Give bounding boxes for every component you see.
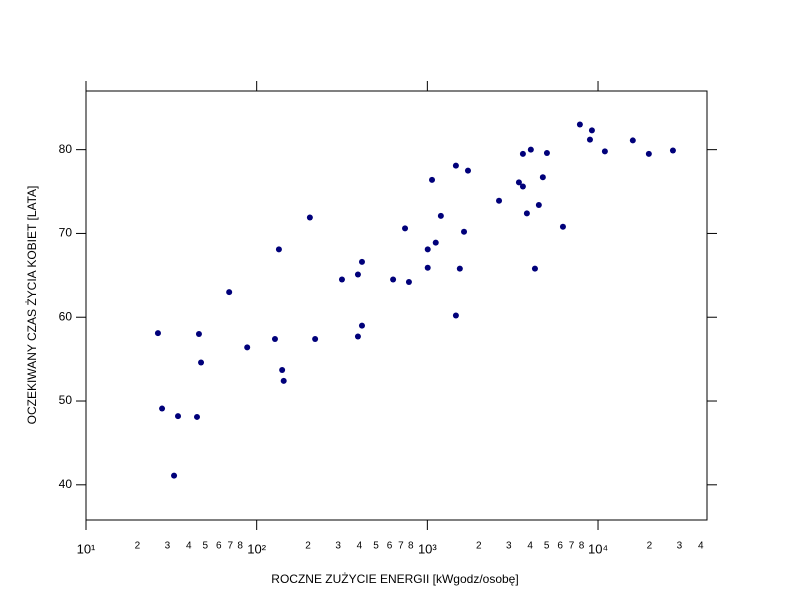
x-tick-label: 10¹ [77, 541, 96, 556]
point [456, 265, 463, 272]
x-tick-label: 5 [203, 541, 209, 552]
point [429, 176, 436, 183]
point [198, 359, 205, 366]
x-tick-label: 5 [373, 541, 379, 552]
point [171, 472, 178, 479]
point [424, 246, 431, 253]
x-tick-label: 7 [398, 541, 404, 552]
point [358, 322, 365, 329]
x-tick-label: 4 [186, 541, 192, 552]
point [424, 264, 431, 271]
x-tick-label: 10² [247, 541, 266, 556]
point [527, 146, 534, 153]
point [354, 271, 361, 278]
x-tick-label: 4 [357, 541, 363, 552]
point [306, 214, 313, 221]
x-tick-label: 8 [579, 541, 585, 552]
y-tick-label: 60 [59, 309, 73, 323]
y-axis-label: OCZEKIWANY CZAS ŻYCIA KOBIET [LATA] [25, 186, 39, 425]
point [543, 150, 550, 157]
x-tick-label: 8 [237, 541, 243, 552]
point [354, 333, 361, 340]
x-tick-label: 10³ [418, 541, 437, 556]
point [559, 223, 566, 230]
x-tick-label: 3 [335, 541, 341, 552]
x-tick-label: 6 [557, 541, 563, 552]
point [405, 279, 412, 286]
point [519, 150, 526, 157]
point [645, 150, 652, 157]
x-tick-label: 4 [698, 541, 704, 552]
x-tick-label: 4 [527, 541, 533, 552]
x-tick-label: 2 [647, 541, 653, 552]
x-tick-label: 2 [476, 541, 482, 552]
point [531, 265, 538, 272]
point [280, 377, 287, 384]
x-tick-label: 2 [135, 541, 141, 552]
x-axis-label: ROCZNE ZUŻYCIE ENERGII [kWgodz/osobę] [271, 572, 518, 586]
x-tick-label: 6 [216, 541, 222, 552]
point [576, 121, 583, 128]
point [629, 137, 636, 144]
point [279, 367, 286, 374]
point [195, 330, 202, 337]
point [669, 147, 676, 154]
x-tick-label: 3 [165, 541, 171, 552]
point [159, 405, 166, 412]
y-tick-label: 50 [59, 393, 73, 407]
point [226, 289, 233, 296]
point [515, 179, 522, 186]
point [154, 330, 161, 337]
point [496, 197, 503, 204]
point [437, 212, 444, 219]
y-tick-label: 40 [59, 477, 73, 491]
x-tick-label: 7 [227, 541, 233, 552]
point [519, 183, 526, 190]
point [402, 225, 409, 232]
point [461, 228, 468, 235]
plot-frame [85, 90, 708, 521]
point [452, 162, 459, 169]
x-tick-label: 10⁴ [588, 541, 608, 556]
point [271, 336, 278, 343]
point [535, 201, 542, 208]
x-tick-label: 8 [408, 541, 414, 552]
point [523, 210, 530, 217]
point [244, 344, 251, 351]
point [312, 336, 319, 343]
point [464, 167, 471, 174]
point [275, 246, 282, 253]
point [586, 136, 593, 143]
x-tick-label: 3 [506, 541, 512, 552]
y-tick-label: 80 [59, 142, 73, 156]
point [358, 258, 365, 265]
point [390, 276, 397, 283]
x-tick-label: 7 [569, 541, 575, 552]
point [338, 276, 345, 283]
x-tick-label: 2 [305, 541, 311, 552]
point [193, 413, 200, 420]
point [588, 127, 595, 134]
point [539, 174, 546, 181]
y-tick-label: 70 [59, 226, 73, 240]
point [452, 312, 459, 319]
x-tick-label: 5 [544, 541, 550, 552]
point [432, 239, 439, 246]
x-tick-label: 3 [677, 541, 683, 552]
point [175, 413, 182, 420]
x-tick-label: 6 [387, 541, 393, 552]
point [601, 148, 608, 155]
